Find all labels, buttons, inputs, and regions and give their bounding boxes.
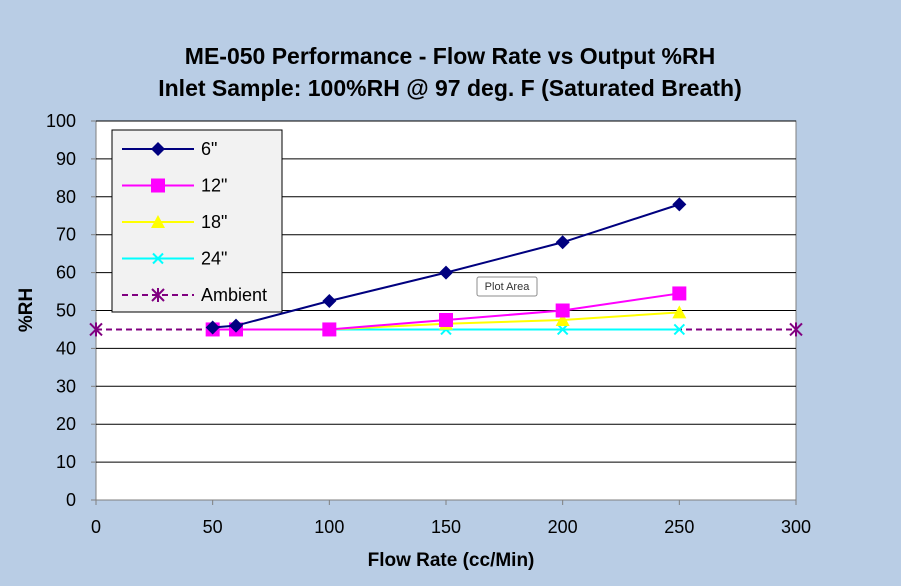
legend-item: 24" bbox=[122, 249, 227, 269]
legend-label: 24" bbox=[201, 249, 227, 269]
y-tick-label: 90 bbox=[56, 149, 76, 169]
legend-item: Ambient bbox=[122, 285, 267, 305]
data-point-12 bbox=[555, 303, 570, 318]
legend-item: 18" bbox=[122, 212, 227, 232]
data-point-12 bbox=[672, 286, 687, 301]
x-tick-label: 100 bbox=[314, 517, 344, 537]
y-tick-label: 60 bbox=[56, 263, 76, 283]
y-tick-label: 0 bbox=[66, 490, 76, 510]
data-point-12 bbox=[439, 312, 453, 327]
y-tick-label: 100 bbox=[46, 111, 76, 131]
data-point-6 bbox=[322, 294, 337, 309]
legend-item: 6" bbox=[122, 139, 217, 159]
legend-label: 6" bbox=[201, 139, 217, 159]
legend-marker bbox=[151, 178, 165, 193]
x-tick-label: 50 bbox=[203, 517, 223, 537]
legend[interactable]: 6" 12" 18" 24" Ambient bbox=[111, 129, 283, 313]
plot-area-tooltip: Plot Area bbox=[476, 276, 538, 297]
y-tick-label: 50 bbox=[56, 301, 76, 321]
legend-marker bbox=[152, 252, 164, 265]
chart-subtitle: Inlet Sample: 100%RH @ 97 deg. F (Satura… bbox=[158, 75, 742, 101]
y-tick-label: 20 bbox=[56, 414, 76, 434]
legend-label: 12" bbox=[201, 176, 227, 196]
data-point-24 bbox=[556, 323, 569, 336]
data-point-6 bbox=[555, 235, 570, 250]
data-point-6 bbox=[672, 197, 687, 212]
chart-title: ME-050 Performance - Flow Rate vs Output… bbox=[185, 43, 715, 69]
tooltip-text: Plot Area bbox=[485, 281, 531, 293]
x-tick-label: 0 bbox=[91, 517, 101, 537]
legend-label: Ambient bbox=[201, 285, 267, 305]
legend-marker bbox=[151, 142, 165, 156]
data-point-6 bbox=[229, 318, 243, 333]
y-tick-label: 70 bbox=[56, 225, 76, 245]
x-tick-label: 300 bbox=[781, 517, 811, 537]
axes: 0 10 20 30 40 50 60 70 80 90 100 0 50 100 150 200 250 300 bbox=[46, 111, 811, 537]
legend-label: 18" bbox=[201, 212, 227, 232]
series-group bbox=[89, 197, 803, 337]
legend-marker bbox=[151, 288, 165, 302]
x-tick-label: 250 bbox=[664, 517, 694, 537]
y-axis-title: %RH bbox=[16, 288, 37, 332]
data-point-ambient bbox=[89, 322, 103, 337]
tooltip-box bbox=[476, 276, 538, 297]
series-6 bbox=[205, 197, 687, 335]
y-tick-label: 10 bbox=[56, 452, 76, 472]
y-tick-label: 80 bbox=[56, 187, 76, 207]
data-point-6 bbox=[205, 320, 220, 335]
data-point-12 bbox=[322, 322, 337, 337]
data-point-18 bbox=[555, 312, 570, 326]
legend-item: 12" bbox=[122, 176, 227, 196]
legend-marker bbox=[151, 215, 165, 228]
data-point-6 bbox=[439, 265, 453, 280]
y-tick-label: 40 bbox=[56, 338, 76, 358]
y-tick-label: 30 bbox=[56, 376, 76, 396]
x-tick-label: 200 bbox=[548, 517, 578, 537]
data-point-24 bbox=[673, 323, 686, 336]
x-axis-title: Flow Rate (cc/Min) bbox=[368, 550, 535, 571]
data-point-ambient bbox=[789, 322, 803, 337]
data-point-18 bbox=[672, 305, 687, 319]
x-tick-label: 150 bbox=[431, 517, 461, 537]
